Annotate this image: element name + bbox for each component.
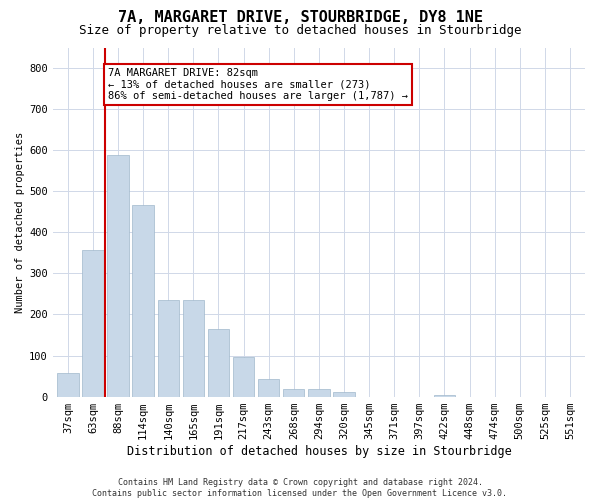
Bar (334, 392, 355, 396)
Bar (107, 155, 129, 396)
Bar (283, 389, 304, 396)
Text: 7A, MARGARET DRIVE, STOURBRIDGE, DY8 1NE: 7A, MARGARET DRIVE, STOURBRIDGE, DY8 1NE (118, 10, 482, 25)
Bar (434, 394, 455, 396)
Bar (233, 357, 254, 397)
X-axis label: Distribution of detached houses by size in Stourbridge: Distribution of detached houses by size … (127, 444, 511, 458)
Bar (158, 300, 179, 396)
Y-axis label: Number of detached properties: Number of detached properties (15, 132, 25, 312)
Text: 7A MARGARET DRIVE: 82sqm
← 13% of detached houses are smaller (273)
86% of semi-: 7A MARGARET DRIVE: 82sqm ← 13% of detach… (108, 68, 408, 101)
Text: Contains HM Land Registry data © Crown copyright and database right 2024.
Contai: Contains HM Land Registry data © Crown c… (92, 478, 508, 498)
Text: Size of property relative to detached houses in Stourbridge: Size of property relative to detached ho… (79, 24, 521, 37)
Bar (82, 250, 104, 396)
Bar (57, 373, 79, 396)
Bar (308, 389, 329, 396)
Bar (133, 205, 154, 396)
Bar (208, 329, 229, 396)
Bar (182, 300, 204, 396)
Bar (258, 378, 280, 396)
